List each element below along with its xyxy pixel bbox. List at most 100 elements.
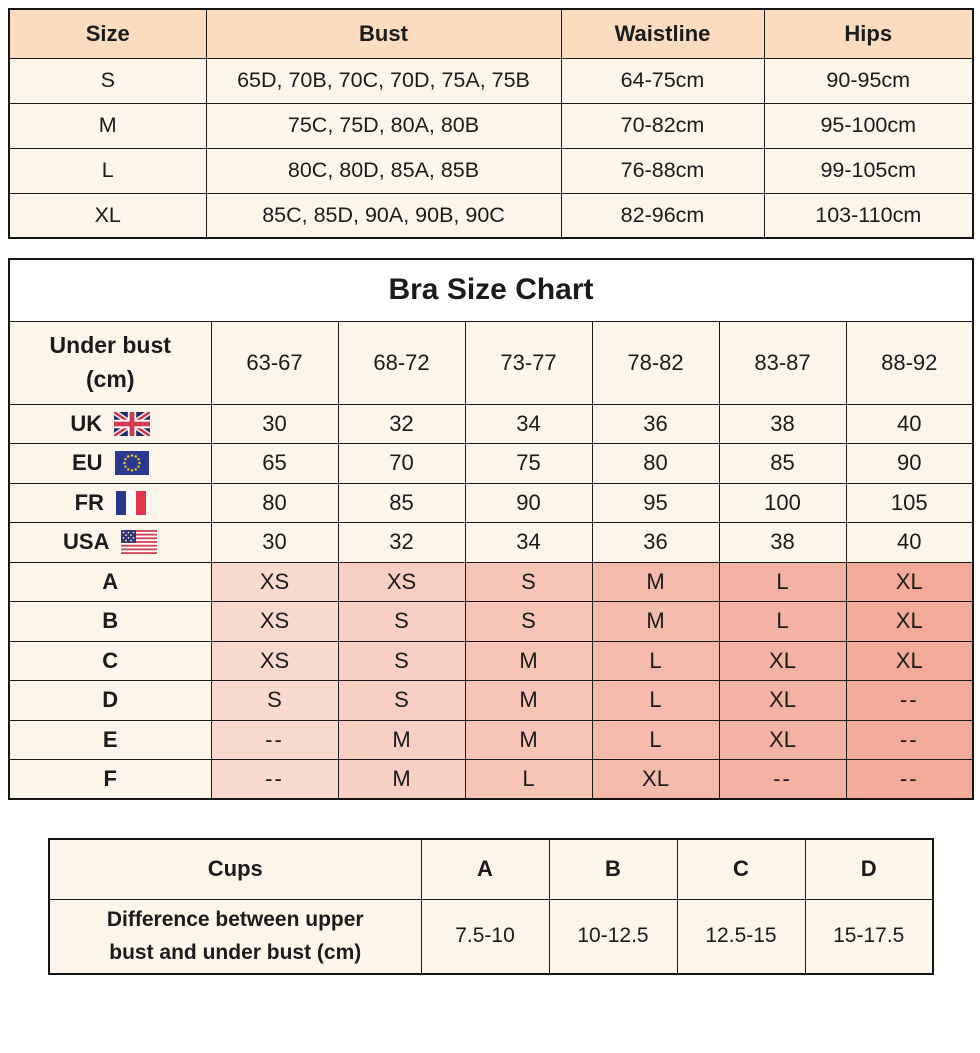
cup-size-cell: -- [845, 719, 974, 760]
size-label: M [8, 102, 207, 149]
usa-size-cell: 34 [464, 522, 593, 563]
cup-col-d: D [804, 838, 934, 900]
difference-value: 7.5-10 [420, 898, 550, 975]
region-label-uk: UK [8, 403, 212, 444]
fr-size-cell: 85 [337, 482, 466, 523]
bust-cell: 65D, 70B, 70C, 70D, 75A, 75B [205, 57, 562, 104]
uk-size-cell: 34 [464, 403, 593, 444]
under-bust-header-row: Under bust (cm) 63-67 68-72 73-77 78-82 … [8, 320, 974, 405]
uk-size-cell: 38 [718, 403, 847, 444]
size-row-m: M 75C, 75D, 80A, 80B 70-82cm 95-100cm [8, 102, 974, 149]
cup-size-cell: -- [718, 759, 847, 800]
region-row-fr: FR 80 85 90 95 100 105 [8, 482, 974, 523]
cup-size-cell: L [591, 680, 720, 721]
fr-size-cell: 80 [210, 482, 339, 523]
usa-size-cell: 32 [337, 522, 466, 563]
difference-value: 12.5-15 [676, 898, 806, 975]
size-table: Size Bust Waistline Hips S 65D, 70B, 70C… [8, 8, 974, 239]
difference-row-label: Difference between upper bust and under … [48, 898, 422, 975]
cup-size-cell: XS [210, 640, 339, 681]
under-bust-header: Under bust (cm) [8, 320, 212, 405]
band-header: 68-72 [337, 320, 466, 405]
bust-cell: 85C, 85D, 90A, 90B, 90C [205, 192, 562, 239]
eu-flag-icon [114, 451, 149, 476]
cup-size-cell: XL [845, 601, 974, 642]
bra-size-chart-table: Bra Size Chart Under bust (cm) 63-67 68-… [8, 258, 975, 800]
region-row-uk: UK 30 32 34 36 38 40 [8, 403, 974, 444]
band-header: 88-92 [845, 320, 974, 405]
cup-label: A [8, 561, 212, 602]
waistline-cell: 82-96cm [560, 192, 765, 239]
cup-size-cell: S [210, 680, 339, 721]
eu-size-cell: 70 [337, 443, 466, 484]
under-bust-line2: (cm) [85, 365, 135, 392]
col-header-hips: Hips [763, 8, 974, 59]
bra-chart-title-row: Bra Size Chart [8, 258, 974, 322]
col-header-bust: Bust [205, 8, 562, 59]
cup-size-cell: -- [210, 719, 339, 760]
region-label-text: UK [70, 410, 103, 436]
cup-label: F [8, 759, 212, 800]
cup-size-cell: M [464, 680, 593, 721]
bust-cell: 75C, 75D, 80A, 80B [205, 102, 562, 149]
fr-size-cell: 90 [464, 482, 593, 523]
usa-size-cell: 30 [210, 522, 339, 563]
eu-size-cell: 90 [845, 443, 974, 484]
eu-size-cell: 80 [591, 443, 720, 484]
fr-size-cell: 100 [718, 482, 847, 523]
hips-cell: 95-100cm [763, 102, 974, 149]
cup-label: D [8, 680, 212, 721]
cup-label: E [8, 719, 212, 760]
cup-size-cell: M [464, 640, 593, 681]
hips-cell: 90-95cm [763, 57, 974, 104]
size-table-header-row: Size Bust Waistline Hips [8, 8, 974, 59]
fr-size-cell: 105 [845, 482, 974, 523]
cup-size-cell: XL [845, 640, 974, 681]
cups-header: Cups [48, 838, 422, 900]
size-label: S [8, 57, 207, 104]
cup-size-cell: XL [845, 561, 974, 602]
region-row-eu: EU 65 70 [8, 443, 974, 484]
cup-size-cell: XL [718, 680, 847, 721]
difference-row: Difference between upper bust and under … [48, 898, 934, 975]
size-label: L [8, 147, 207, 194]
region-row-usa: USA [8, 522, 974, 563]
cup-size-cell: XS [210, 561, 339, 602]
uk-size-cell: 30 [210, 403, 339, 444]
uk-size-cell: 32 [337, 403, 466, 444]
fr-size-cell: 95 [591, 482, 720, 523]
cup-size-cell: XS [337, 561, 466, 602]
region-label-fr: FR [8, 482, 212, 523]
band-header: 78-82 [591, 320, 720, 405]
cup-label: C [8, 640, 212, 681]
cup-size-cell: S [337, 640, 466, 681]
cups-header-row: Cups A B C D [48, 838, 934, 900]
cup-size-cell: XL [591, 759, 720, 800]
waistline-cell: 64-75cm [560, 57, 765, 104]
difference-value: 15-17.5 [804, 898, 934, 975]
region-label-eu: EU [8, 443, 212, 484]
cup-size-cell: XL [718, 719, 847, 760]
cup-size-cell: L [591, 640, 720, 681]
under-bust-line1: Under bust [49, 332, 171, 359]
uk-size-cell: 40 [845, 403, 974, 444]
usa-size-cell: 40 [845, 522, 974, 563]
uk-size-cell: 36 [591, 403, 720, 444]
cup-row-b: B XS S S M L XL [8, 601, 974, 642]
cup-row-d: D S S M L XL -- [8, 680, 974, 721]
eu-size-cell: 75 [464, 443, 593, 484]
cup-size-cell: XL [718, 640, 847, 681]
waistline-cell: 76-88cm [560, 147, 765, 194]
region-label-text: EU [71, 450, 103, 476]
band-header: 83-87 [718, 320, 847, 405]
uk-flag-icon [114, 411, 151, 436]
cup-size-cell: M [591, 601, 720, 642]
cup-size-cell: S [337, 680, 466, 721]
size-row-s: S 65D, 70B, 70C, 70D, 75A, 75B 64-75cm 9… [8, 57, 974, 104]
cup-size-cell: S [464, 601, 593, 642]
cup-row-f: F -- M L XL -- -- [8, 759, 974, 800]
size-row-l: L 80C, 80D, 85A, 85B 76-88cm 99-105cm [8, 147, 974, 194]
bust-cell: 80C, 80D, 85A, 85B [205, 147, 562, 194]
cup-size-cell: -- [210, 759, 339, 800]
